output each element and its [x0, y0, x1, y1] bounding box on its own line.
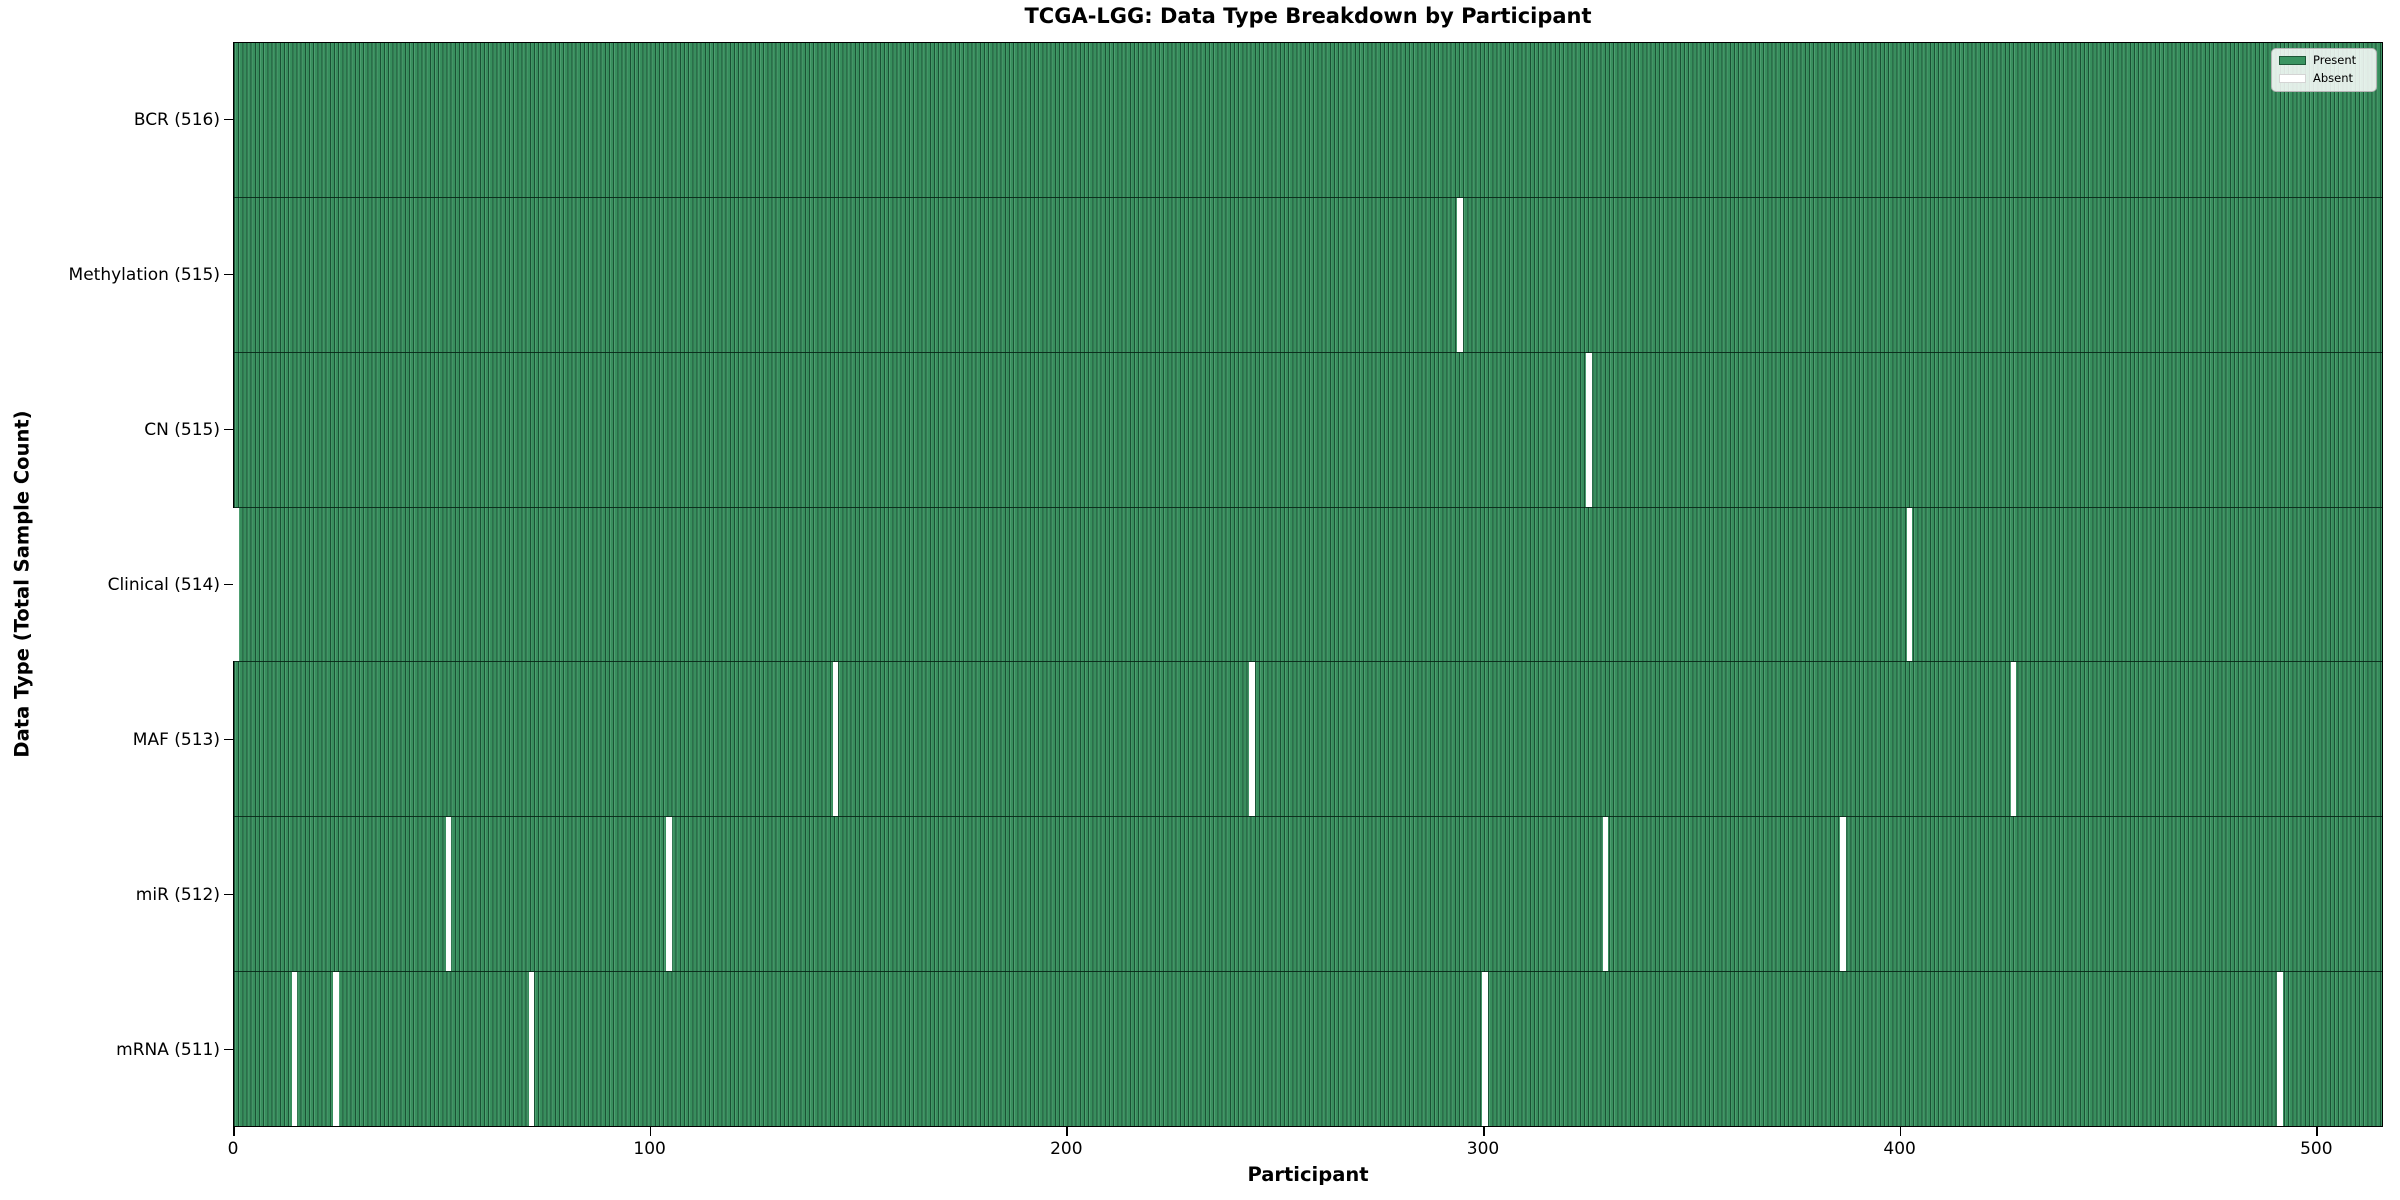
- x-tick-label: 0: [227, 1139, 239, 1159]
- legend: Present Absent: [2271, 48, 2377, 92]
- y-tick-label: mRNA (511): [116, 1039, 220, 1060]
- x-tick-label: 200: [1050, 1139, 1083, 1159]
- absent-gap: [1840, 817, 1846, 972]
- chart-title: TCGA-LGG: Data Type Breakdown by Partici…: [1024, 4, 1592, 28]
- chart-row-mrna: [234, 971, 2382, 1127]
- y-tick-label: BCR (516): [133, 109, 220, 130]
- absent-gap: [832, 662, 839, 817]
- absent-gap: [1482, 972, 1488, 1127]
- y-tick-label: Clinical (514): [107, 574, 220, 595]
- x-tick: [1066, 1127, 1068, 1136]
- absent-gap: [2277, 972, 2283, 1127]
- absent-gap: [1457, 197, 1463, 352]
- absent-gap: [233, 507, 239, 662]
- y-tick-label: CN (515): [144, 419, 220, 440]
- x-tick: [233, 1127, 235, 1136]
- absent-gap: [333, 972, 339, 1127]
- x-tick: [1483, 1127, 1485, 1136]
- absent-gap: [666, 817, 672, 972]
- y-tick-label: Methylation (515): [68, 264, 220, 285]
- chart-row-maf: [234, 661, 2382, 817]
- y-tick: [224, 738, 233, 741]
- x-tick: [1899, 1127, 1902, 1136]
- y-tick: [224, 118, 233, 121]
- chart-row-mir: [234, 816, 2382, 972]
- legend-label-present: Present: [2313, 53, 2357, 67]
- chart-row-cn: [234, 351, 2382, 507]
- absent-gap: [445, 817, 452, 972]
- legend-item-absent: Absent: [2279, 70, 2369, 86]
- absent-gap: [2010, 662, 2017, 817]
- x-tick-label: 100: [633, 1139, 666, 1159]
- x-tick-label: 500: [2300, 1139, 2333, 1159]
- absent-gap: [528, 972, 535, 1127]
- x-tick-label: 400: [1883, 1139, 1916, 1159]
- chart-row-clinical: [233, 506, 2382, 662]
- absent-gap: [291, 972, 298, 1127]
- y-tick: [224, 893, 233, 896]
- x-tick-label: 300: [1466, 1139, 1500, 1159]
- x-tick: [2316, 1127, 2318, 1136]
- legend-item-present: Present: [2279, 53, 2369, 68]
- y-tick: [224, 428, 233, 431]
- absent-gap: [1249, 662, 1255, 817]
- legend-label-absent: Absent: [2313, 70, 2354, 85]
- y-tick-label: MAF (513): [132, 729, 220, 750]
- absent-swatch-icon: [2279, 74, 2306, 84]
- y-tick-label: miR (512): [135, 884, 220, 905]
- y-tick: [224, 1048, 233, 1051]
- y-tick: [224, 273, 233, 276]
- absent-gap: [1602, 817, 1609, 972]
- absent-gap: [1586, 352, 1592, 507]
- x-axis-label: Participant: [1247, 1163, 1369, 1186]
- chart-row-methylation: [234, 196, 2382, 352]
- y-tick: [224, 583, 233, 586]
- x-tick: [649, 1127, 652, 1136]
- present-swatch-icon: [2279, 56, 2306, 66]
- plot-area: [233, 42, 2383, 1127]
- chart-row-bcr: [234, 43, 2382, 197]
- absent-gap: [1906, 507, 1913, 662]
